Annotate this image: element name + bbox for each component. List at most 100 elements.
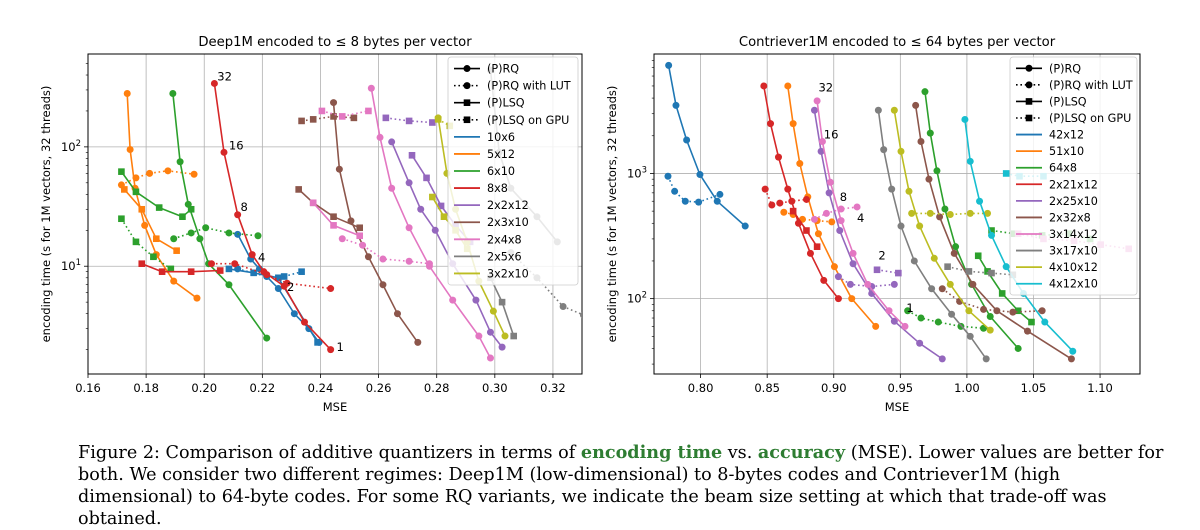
- legend-label: 4x12x10: [1049, 278, 1098, 291]
- data-point: [1069, 347, 1077, 355]
- legend-label: (P)RQ: [487, 63, 519, 76]
- data-point: [1041, 318, 1049, 326]
- data-point: [263, 334, 271, 342]
- data-point: [405, 117, 413, 125]
- data-point: [1023, 327, 1031, 335]
- series-line: [237, 268, 267, 278]
- chart-panel-2: 0.80 0.85 0.90 0.95 1.00 1.05 1.10 102 103 Contri…: [605, 35, 1141, 414]
- data-point: [820, 276, 828, 284]
- data-point: [810, 215, 818, 223]
- data-point: [1028, 318, 1035, 326]
- series-line: [763, 85, 840, 300]
- data-point: [672, 101, 680, 109]
- series-line: [120, 218, 172, 270]
- data-point: [984, 209, 992, 217]
- data-point: [379, 281, 387, 289]
- data-point: [472, 296, 480, 304]
- data-point: [789, 207, 797, 215]
- data-point: [559, 302, 567, 310]
- data-point: [774, 153, 782, 161]
- data-point: [158, 268, 166, 275]
- data-point: [196, 235, 204, 243]
- data-point: [365, 107, 372, 115]
- data-point: [976, 197, 984, 205]
- data-point: [946, 210, 954, 218]
- beam-size-annotation: 8: [241, 200, 248, 214]
- data-point: [925, 175, 933, 183]
- data-point: [817, 147, 825, 155]
- beam-size-annotation: 4: [258, 250, 265, 264]
- data-point: [216, 267, 224, 274]
- data-point: [132, 174, 140, 182]
- series-2x3x10: [295, 99, 422, 346]
- series-2x32x8: [912, 101, 1075, 363]
- legend-label: (P)RQ with LUT: [487, 80, 571, 93]
- data-point: [872, 322, 880, 330]
- data-point: [926, 129, 934, 137]
- legend-marker: [463, 99, 471, 106]
- series-line: [283, 270, 302, 278]
- x-axis-label: MSE: [885, 400, 910, 414]
- caption-rest: (MSE). Lower values are better for both.…: [78, 443, 1164, 529]
- data-point: [885, 307, 893, 315]
- series-line: [783, 211, 832, 223]
- data-point: [388, 138, 396, 146]
- legend-label: 2x25x10: [1049, 195, 1098, 208]
- data-point: [834, 295, 842, 303]
- x-tick-label: 0.18: [133, 381, 159, 395]
- caption-vs: vs.: [722, 443, 758, 463]
- series-2x21x12: [760, 82, 842, 303]
- x-tick-label: 0.20: [191, 381, 217, 395]
- data-point: [405, 179, 413, 187]
- data-point: [895, 269, 902, 277]
- data-point: [681, 197, 689, 205]
- legend-label: (P)LSQ on GPU: [487, 114, 569, 127]
- data-point: [873, 266, 881, 274]
- legend-marker: [463, 82, 471, 90]
- data-point: [1067, 355, 1075, 363]
- data-point: [874, 106, 882, 114]
- data-point: [510, 332, 518, 340]
- data-point: [974, 252, 982, 260]
- legend-marker: [1025, 114, 1033, 122]
- legend-label: 2x32x8: [1049, 211, 1091, 224]
- data-point: [904, 307, 912, 315]
- data-point: [671, 187, 679, 195]
- data-point: [948, 310, 956, 318]
- legend-box: [447, 56, 579, 286]
- legend-label: 2x2x12: [487, 199, 529, 212]
- y-axis-label: encoding time (s for 1M vectors, 32 thre…: [605, 86, 619, 343]
- caption-prefix: Figure 2: Comparison of additive quantiz…: [78, 443, 581, 463]
- beam-size-annotation: 4: [857, 211, 864, 225]
- data-point: [309, 116, 317, 123]
- beam-size-annotation: 2: [287, 280, 294, 294]
- data-point: [388, 184, 396, 192]
- legend-label: 2x3x10: [487, 216, 529, 229]
- data-point: [146, 169, 154, 177]
- data-point: [921, 88, 929, 96]
- x-tick-label: 0.80: [688, 381, 714, 395]
- x-tick-label: 0.22: [250, 381, 276, 395]
- data-point: [248, 251, 256, 259]
- data-point: [280, 273, 288, 280]
- series-line: [173, 227, 259, 240]
- series-line: [141, 262, 221, 273]
- legend: (P)RQ (P)RQ with LUT (P)LSQ (P)LSQ on GPU 10…: [447, 56, 579, 286]
- data-point: [498, 343, 506, 351]
- y-tick-label: 103: [627, 165, 647, 180]
- series-line: [489, 277, 515, 337]
- data-point: [1014, 344, 1022, 352]
- data-point: [231, 260, 239, 268]
- data-point: [170, 235, 178, 243]
- data-point: [1002, 170, 1010, 177]
- beam-size-annotation: 8: [840, 190, 847, 204]
- data-point: [408, 151, 416, 159]
- legend-label: (P)LSQ: [487, 97, 525, 110]
- data-point: [138, 205, 146, 213]
- data-point: [359, 241, 367, 249]
- x-tick-label: 0.85: [754, 381, 780, 395]
- data-point: [126, 146, 134, 154]
- data-point: [988, 227, 995, 234]
- data-point: [916, 222, 924, 230]
